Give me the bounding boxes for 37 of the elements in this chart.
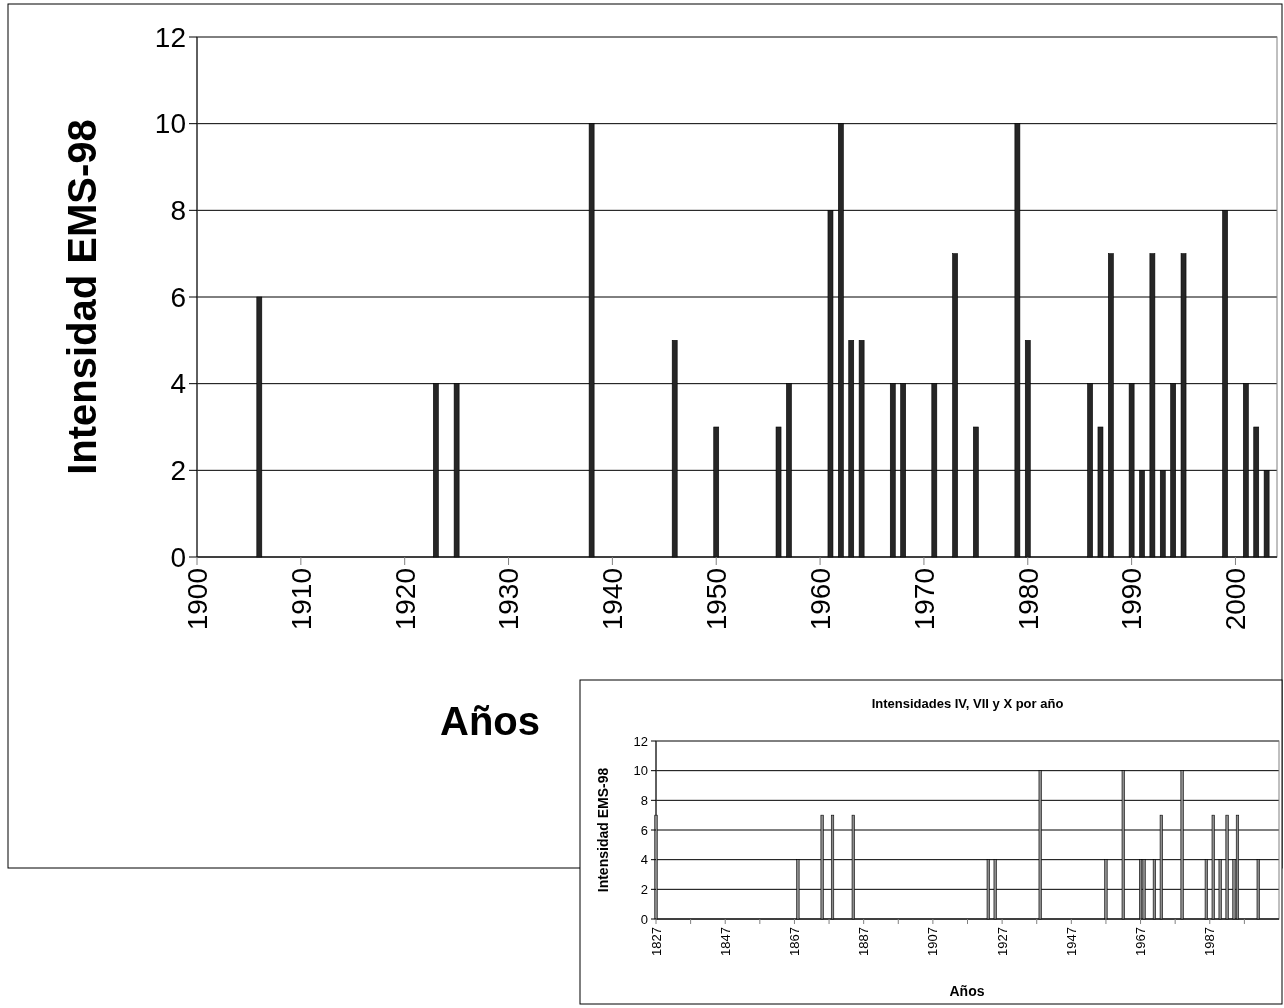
y-tick-label: 4	[640, 852, 648, 868]
y-axis-title: Intensidad EMS-98	[60, 119, 104, 475]
x-tick-label: 1967	[1133, 927, 1149, 956]
x-tick-label: 1867	[786, 927, 802, 956]
y-tick-label: 12	[154, 21, 186, 53]
y-tick-label: 8	[640, 792, 648, 808]
x-tick-label: 1950	[701, 568, 733, 631]
x-tick-label: 1907	[925, 927, 941, 956]
x-tick-label: 1960	[804, 568, 836, 631]
x-tick-label: 1940	[597, 568, 629, 631]
y-tick-label: 0	[640, 911, 648, 927]
x-tick-label: 1980	[1012, 568, 1044, 631]
y-tick-label: 6	[170, 281, 186, 313]
x-tick-label: 1970	[908, 568, 940, 631]
x-tick-label: 1847	[717, 927, 733, 956]
x-tick-label: 1927	[994, 927, 1010, 956]
x-tick-label: 1887	[856, 927, 872, 956]
chart-title: Intensidades IV, VII y X por año	[871, 696, 1064, 711]
y-tick-label: 10	[633, 763, 648, 779]
x-axis-title: Años	[949, 983, 985, 999]
y-tick-label: 4	[170, 368, 186, 400]
x-tick-label: 1920	[389, 568, 421, 631]
x-tick-label: 2000	[1220, 568, 1252, 631]
x-axis-title: Años	[440, 699, 540, 743]
x-tick-label: 1910	[285, 568, 317, 631]
x-tick-label: 1827	[648, 927, 664, 956]
x-tick-label: 1930	[493, 568, 525, 631]
x-tick-label: 1987	[1202, 927, 1218, 956]
y-tick-label: 12	[633, 733, 648, 749]
y-axis-title: Intensidad EMS-98	[594, 767, 611, 893]
y-tick-label: 2	[170, 455, 186, 487]
y-tick-label: 8	[170, 195, 186, 227]
x-tick-label: 1990	[1116, 568, 1148, 631]
y-tick-label: 10	[154, 108, 186, 140]
y-tick-label: 2	[640, 881, 648, 897]
y-tick-label: 6	[640, 822, 648, 838]
x-tick-label: 1947	[1063, 927, 1079, 956]
